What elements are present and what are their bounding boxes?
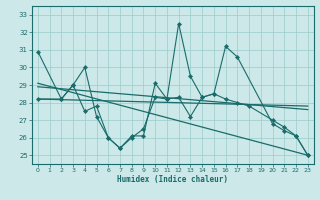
X-axis label: Humidex (Indice chaleur): Humidex (Indice chaleur) (117, 175, 228, 184)
